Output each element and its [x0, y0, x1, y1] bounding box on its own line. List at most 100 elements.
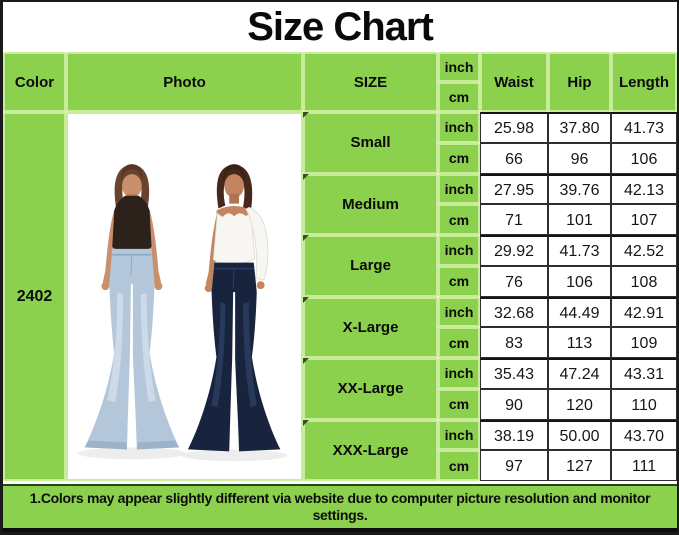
waist-value: 27.95 [480, 173, 548, 205]
hip-value: 127 [548, 450, 611, 481]
left-model-hair [114, 164, 150, 209]
hip-value: 96 [548, 142, 611, 174]
waist-value: 38.19 [480, 419, 548, 451]
unit-cell-inch: inch [438, 419, 480, 451]
right-model-jeans-leg [235, 290, 281, 452]
footnote: 1.Colors may appear slightly different v… [3, 484, 677, 532]
length-value: 111 [611, 450, 677, 481]
right-model-jeans-highlight [242, 301, 257, 408]
unit-cell-cm: cm [438, 142, 480, 174]
length-value: 110 [611, 388, 677, 420]
length-value: 41.73 [611, 112, 677, 143]
left-model-jeans-leg [84, 282, 131, 450]
right-model-neck [229, 193, 240, 204]
product-photo [66, 112, 303, 481]
length-value: 109 [611, 327, 677, 358]
hip-value: 44.49 [548, 296, 611, 328]
right-model-face [224, 174, 244, 198]
waist-value: 66 [480, 142, 548, 174]
left-model-fly [130, 255, 133, 275]
size-cell: XX-Large [303, 358, 438, 420]
right-model-jeans-leg [187, 290, 234, 452]
hip-value: 101 [548, 204, 611, 235]
waist-value: 29.92 [480, 235, 548, 266]
footnote-text: 1.Colors may appear slightly different v… [29, 490, 651, 523]
unit-cell-inch: inch [438, 235, 480, 266]
hip-value: 50.00 [548, 419, 611, 451]
unit-cell-inch: inch [438, 173, 480, 205]
left-model-hand [154, 282, 163, 291]
waist-value: 71 [480, 204, 548, 235]
unit-cell-cm: cm [438, 265, 480, 297]
right-model-jeans-highlight [211, 301, 226, 408]
hip-value: 106 [548, 265, 611, 297]
waist-value: 83 [480, 327, 548, 358]
right-model-top-neckline [221, 213, 248, 227]
page-title: Size Chart [247, 4, 434, 49]
unit-cell-cm: cm [438, 327, 480, 358]
flare-jeans-models-illustration [77, 164, 288, 462]
header-unit-cm: cm [438, 82, 480, 112]
size-table: Color Photo SIZE inch cm Waist Hip Lengt… [3, 52, 677, 481]
floor-shadow [77, 447, 186, 460]
length-value: 42.52 [611, 235, 677, 266]
size-cell: Medium [303, 173, 438, 235]
waist-value: 76 [480, 265, 548, 297]
header-unit-inch: inch [438, 52, 480, 82]
unit-cell-cm: cm [438, 388, 480, 420]
size-cell: XXX-Large [303, 419, 438, 481]
unit-cell-inch: inch [438, 296, 480, 328]
right-model-hair-top [223, 164, 245, 182]
waist-value: 32.68 [480, 296, 548, 328]
length-value: 108 [611, 265, 677, 297]
left-model-hand [101, 282, 110, 291]
size-cell: Small [303, 112, 438, 174]
header-length: Length [611, 52, 677, 112]
hip-value: 41.73 [548, 235, 611, 266]
left-model-jeans-highlight [140, 294, 156, 403]
waist-value: 90 [480, 388, 548, 420]
header-hip: Hip [548, 52, 611, 112]
length-value: 106 [611, 142, 677, 174]
left-model-top [112, 195, 152, 253]
hip-value: 37.80 [548, 112, 611, 143]
hip-value: 120 [548, 388, 611, 420]
length-value: 43.31 [611, 358, 677, 389]
length-value: 107 [611, 204, 677, 235]
size-cell: Large [303, 235, 438, 297]
left-model-hem-shade [136, 440, 180, 450]
right-model-sleeve [245, 206, 269, 281]
length-value: 43.70 [611, 419, 677, 451]
hip-value: 47.24 [548, 358, 611, 389]
unit-cell-inch: inch [438, 358, 480, 389]
left-model [84, 164, 180, 450]
right-model-hand [204, 284, 213, 293]
waist-value: 97 [480, 450, 548, 481]
right-model-hand [256, 281, 265, 290]
floor-shadow [181, 449, 288, 462]
header-color: Color [3, 52, 66, 112]
header-photo: Photo [66, 52, 303, 112]
unit-cell-inch: inch [438, 112, 480, 143]
color-code-cell: 2402 [3, 112, 66, 481]
unit-cell-cm: cm [438, 450, 480, 481]
left-model-jeans-leg [132, 282, 180, 450]
right-model-fly [232, 269, 235, 289]
right-model [187, 164, 281, 452]
left-model-face [122, 174, 142, 198]
left-model-jeans-highlight [107, 292, 124, 403]
left-model-hem-shade [84, 440, 127, 450]
hip-value: 113 [548, 327, 611, 358]
header-size: SIZE [303, 52, 438, 112]
header-waist: Waist [480, 52, 548, 112]
length-value: 42.91 [611, 296, 677, 328]
waist-value: 35.43 [480, 358, 548, 389]
left-model-hair-top [121, 164, 143, 182]
waist-value: 25.98 [480, 112, 548, 143]
hip-value: 39.76 [548, 173, 611, 205]
unit-cell-cm: cm [438, 204, 480, 235]
length-value: 42.13 [611, 173, 677, 205]
left-model-jeans-hip [109, 248, 155, 285]
size-cell: X-Large [303, 296, 438, 358]
